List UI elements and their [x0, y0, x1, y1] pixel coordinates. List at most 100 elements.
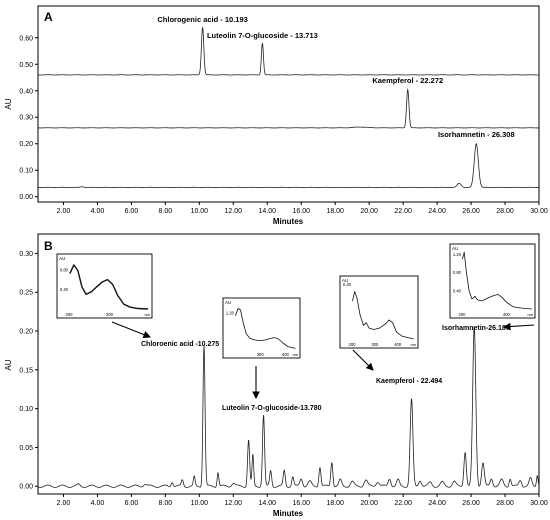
b-x-tick-label: 12.00 [225, 500, 243, 507]
b-x-tick-label: 10.00 [191, 500, 209, 507]
a-peak-annotation: Kaempferol - 22.272 [372, 76, 443, 85]
a-x-tick-label: 20.00 [360, 208, 378, 215]
a-y-tick-label: 0.30 [19, 115, 33, 122]
b-y-tick-label: 0.10 [19, 406, 33, 413]
inset-frame [339, 275, 419, 349]
inset-unit-label: nm [410, 342, 416, 347]
inset-x-tick-label: 400 [282, 352, 290, 357]
a-x-tick-label: 6.00 [125, 208, 139, 215]
inset-unit-label: nm [144, 312, 150, 317]
a-y-tick-label: 0.60 [19, 35, 33, 42]
b-x-tick-label: 22.00 [394, 500, 412, 507]
b-y-tick-label: 0.25 [19, 290, 33, 297]
arrow-isorhamnetin [502, 322, 535, 331]
inset-y-label: AU [452, 246, 458, 251]
inset-isorhamnetin: AU nm 0.40 0.80 1.20 200 400 [449, 243, 536, 319]
inset-y-label: AU [225, 300, 231, 305]
panel-b-plot-frame [37, 233, 540, 495]
inset-x-tick-label: 400 [394, 342, 402, 347]
a-x-tick-label: 30.00 [530, 208, 548, 215]
inset-y-tick-label: 1.20 [226, 311, 235, 316]
inset-luteolin: AU nm 1.20 300 400 [222, 297, 301, 359]
b-y-tick-label: 0.15 [19, 367, 33, 374]
inset-frame [56, 253, 153, 319]
a-x-tick-label: 12.00 [225, 208, 243, 215]
b-x-tick-label: 28.00 [496, 500, 514, 507]
inset-kaempferol: AU nm 0.40 200 300 400 [339, 275, 419, 349]
a-x-tick-label: 26.00 [462, 208, 480, 215]
arrow-chlorogenic-acid [111, 321, 152, 339]
inset-unit-label: nm [527, 312, 533, 317]
a-chromatogram-trace-0 [37, 27, 540, 76]
panel-b-label: B [44, 239, 53, 253]
inset-y-tick-label: 0.40 [343, 282, 352, 287]
inset-frame [449, 243, 536, 319]
b-y-tick-label: 0.30 [19, 251, 33, 258]
a-peak-annotation: Isorhamnetin - 26.308 [438, 130, 515, 139]
b-y-tick-label: 0.20 [19, 329, 33, 336]
inset-uv-spectrum [69, 264, 149, 310]
annotation-chlorogenic-acid-b: Chloroenic acid -10.275 [141, 341, 219, 348]
a-x-tick-label: 16.00 [292, 208, 310, 215]
a-chromatogram-trace-2 [37, 143, 540, 188]
annotation-isorhamnetin-b: Isorhamnetin-26.187 [442, 325, 510, 332]
b-x-tick-label: 14.00 [259, 500, 277, 507]
b-x-tick-label: 30.00 [530, 500, 548, 507]
inset-x-tick-label: 300 [371, 342, 379, 347]
panel-b-x-axis-label: Minutes [273, 509, 304, 518]
a-y-tick-label: 0.40 [19, 88, 33, 95]
a-y-tick-label: 0.10 [19, 168, 33, 175]
inset-y-tick-label: 1.20 [453, 252, 462, 257]
inset-y-tick-label: 0.80 [453, 270, 462, 275]
a-chromatogram-trace-1 [37, 88, 540, 129]
b-x-tick-label: 4.00 [91, 500, 105, 507]
a-x-tick-label: 24.00 [428, 208, 446, 215]
b-y-tick-label: 0.00 [19, 484, 33, 491]
a-x-tick-label: 14.00 [259, 208, 277, 215]
b-x-tick-label: 16.00 [292, 500, 310, 507]
annotation-kaempferol-b: Kaempferol - 22.494 [376, 378, 442, 385]
panel-a-x-axis-label: Minutes [273, 217, 304, 226]
a-x-tick-label: 28.00 [496, 208, 514, 215]
inset-uv-spectrum [235, 308, 296, 349]
inset-x-tick-label: 400 [503, 312, 511, 317]
panel-a-chromatogram: A AU Minutes 0.00 0.10 0.20 0.30 0.40 0.50 0.6… [4, 5, 548, 226]
a-peak-annotation: Luteolin 7-O-glucoside - 13.713 [207, 31, 318, 40]
b-y-tick-label: 0.05 [19, 445, 33, 452]
annotation-luteolin-b: Luteolin 7-O-glucoside-13.780 [222, 405, 322, 412]
inset-x-tick-label: 300 [106, 312, 114, 317]
inset-y-tick-label: 0.40 [60, 287, 69, 292]
b-x-tick-label: 2.00 [57, 500, 71, 507]
inset-uv-spectrum [352, 291, 414, 340]
b-x-tick-label: 8.00 [159, 500, 173, 507]
a-x-tick-label: 4.00 [91, 208, 105, 215]
inset-y-tick-label: 0.40 [453, 288, 462, 293]
a-x-tick-label: 10.00 [191, 208, 209, 215]
b-x-tick-label: 20.00 [360, 500, 378, 507]
b-x-tick-label: 26.00 [462, 500, 480, 507]
a-x-tick-label: 2.00 [57, 208, 71, 215]
a-x-tick-label: 18.00 [326, 208, 344, 215]
inset-chlorogenic-acid: AU nm 0.40 0.80 200 300 [56, 253, 153, 319]
inset-unit-label: nm [292, 352, 298, 357]
panel-a-plot-frame [37, 5, 540, 203]
b-x-tick-label: 18.00 [326, 500, 344, 507]
panel-a-label: A [44, 10, 53, 24]
inset-x-tick-label: 300 [257, 352, 265, 357]
a-y-tick-label: 0.50 [19, 62, 33, 69]
panel-b-y-axis-label: AU [4, 359, 13, 370]
a-x-tick-label: 8.00 [159, 208, 173, 215]
a-x-tick-label: 22.00 [394, 208, 412, 215]
inset-uv-spectrum [462, 251, 532, 310]
inset-y-tick-label: 0.80 [60, 267, 69, 272]
a-y-tick-label: 0.00 [19, 194, 33, 201]
inset-y-label: AU [342, 278, 348, 283]
panel-a-y-axis-label: AU [4, 98, 13, 109]
b-x-tick-label: 24.00 [428, 500, 446, 507]
inset-x-tick-label: 200 [349, 342, 357, 347]
arrow-kaempferol [352, 349, 374, 371]
a-y-tick-label: 0.20 [19, 141, 33, 148]
b-x-tick-label: 6.00 [125, 500, 139, 507]
inset-y-label: AU [59, 256, 65, 261]
